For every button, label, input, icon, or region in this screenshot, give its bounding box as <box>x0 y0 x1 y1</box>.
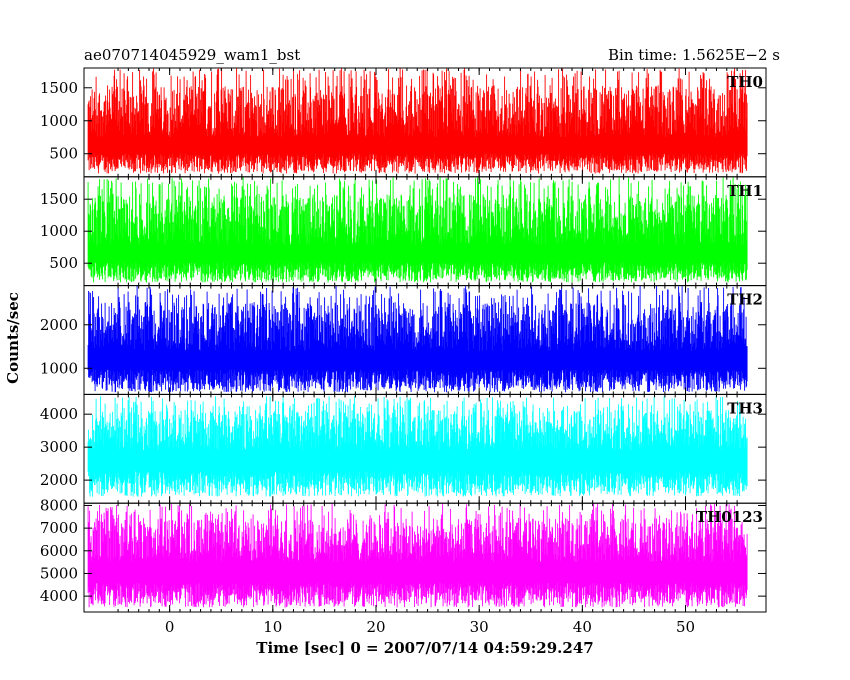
panel-th1: 500 1000 1500 TH1 <box>40 176 767 287</box>
panel-th0123: 4000 5000 6000 7000 8000 TH0123 <box>40 496 767 613</box>
panel-label-th0123: TH0123 <box>696 508 763 526</box>
chart-title: ae070714045929_wam1_bst <box>84 46 300 64</box>
y-tick-label: 7000 <box>40 519 78 537</box>
y-tick-label: 3000 <box>40 438 78 456</box>
x-tick-label: 20 <box>366 618 385 636</box>
series-line-th0 <box>87 68 748 174</box>
y-tick-label: 1000 <box>40 359 78 377</box>
y-tick-label: 4000 <box>40 587 78 605</box>
x-tick-labels: 0 10 20 30 40 50 <box>165 618 695 636</box>
x-tick-label: 50 <box>676 618 695 636</box>
series-line-th2 <box>87 285 748 393</box>
bin-time-label: Bin time: 1.5625E−2 s <box>608 46 780 64</box>
y-tick-label: 1500 <box>40 79 78 97</box>
y-tick-label: 1500 <box>40 190 78 208</box>
y-tick-label: 2000 <box>40 471 78 489</box>
panel-th3: 2000 3000 4000 TH3 <box>40 393 767 504</box>
panel-label-th2: TH2 <box>727 291 763 309</box>
panel-th2: 1000 2000 TH2 <box>40 285 767 395</box>
y-tick-label: 1000 <box>40 222 78 240</box>
y-tick-label: 2000 <box>40 316 78 334</box>
y-tick-label: 5000 <box>40 564 78 582</box>
panel-label-th0: TH0 <box>727 73 763 91</box>
series-line-th0123 <box>87 503 748 608</box>
y-tick-label: 4000 <box>40 405 78 423</box>
panel-th0: 500 1000 1500 TH0 <box>40 67 767 178</box>
x-axis-title: Time [sec] 0 = 2007/07/14 04:59:29.247 <box>256 639 593 657</box>
y-axis-title: Counts/sec <box>4 292 22 384</box>
y-tick-label: 500 <box>49 145 78 163</box>
y-tick-label: 6000 <box>40 542 78 560</box>
panel-frame <box>83 502 767 613</box>
x-tick-label: 30 <box>470 618 489 636</box>
x-tick-label: 40 <box>573 618 592 636</box>
x-tick-label: 10 <box>263 618 282 636</box>
y-tick-label: 8000 <box>40 496 78 514</box>
series-line-th1 <box>87 176 748 283</box>
panel-label-th1: TH1 <box>727 182 763 200</box>
y-tick-label: 1000 <box>40 112 78 130</box>
x-tick-label: 0 <box>165 618 175 636</box>
panel-label-th3: TH3 <box>727 399 763 417</box>
series-line-th3 <box>87 396 748 497</box>
panels: 500 1000 1500 TH0 500 1000 1500 TH1 1000 2000 TH2 2… <box>40 67 767 613</box>
y-tick-label: 500 <box>49 254 78 272</box>
